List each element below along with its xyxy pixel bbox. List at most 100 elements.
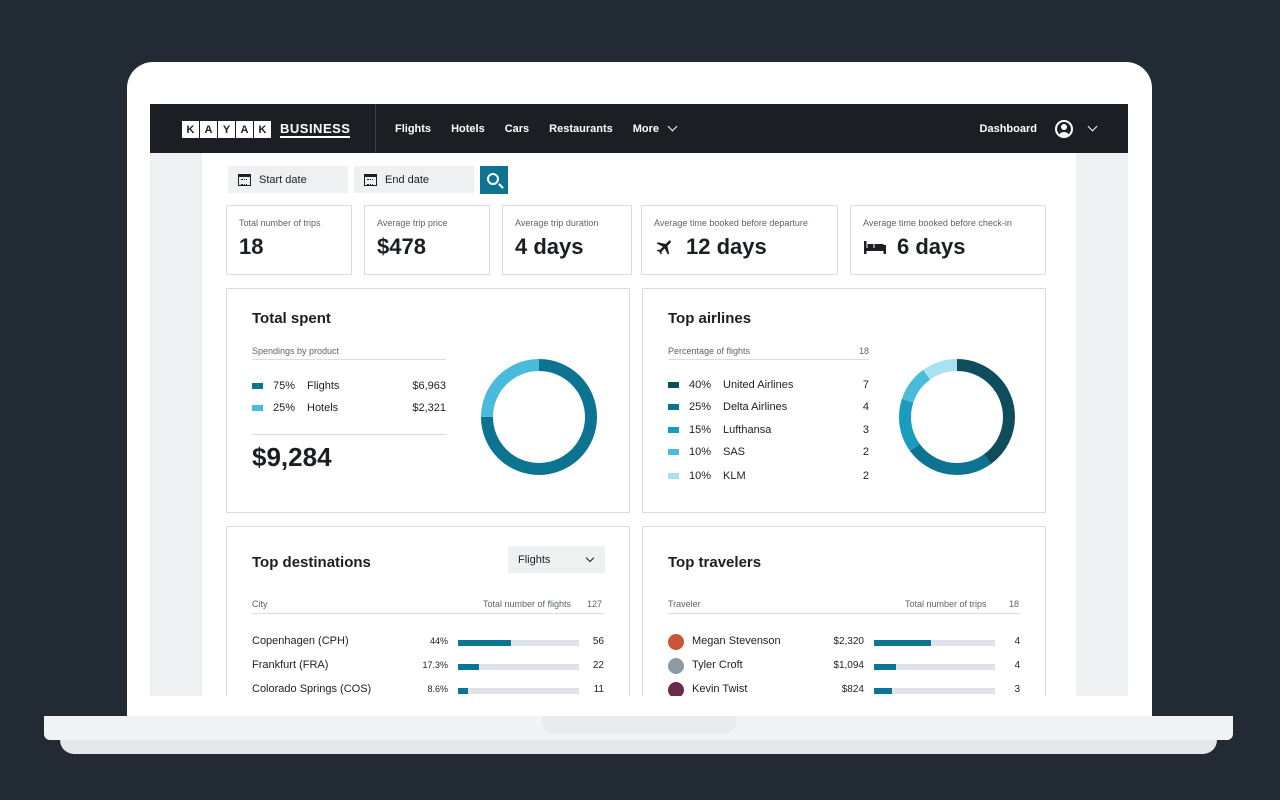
start-date-picker[interactable]: Start date xyxy=(228,166,348,193)
divider xyxy=(668,359,869,360)
destination-bar-fill xyxy=(458,640,512,646)
nav-link-flights[interactable]: Flights xyxy=(395,122,432,135)
stat-value-text: 18 xyxy=(239,234,264,259)
stat-card-avg-price: Average trip price $478 xyxy=(364,205,490,275)
calendar-icon xyxy=(364,173,377,186)
destination-pct: 8.6% xyxy=(427,684,448,694)
stat-label: Total number of trips xyxy=(239,218,321,228)
traveler-count: 4 xyxy=(1014,660,1020,671)
legend-count: 7 xyxy=(862,379,869,391)
kayak-business-logo[interactable]: K A Y A K BUSINESS xyxy=(182,120,351,138)
stat-label: Average time booked before departure xyxy=(654,218,808,228)
destination-bar-fill xyxy=(458,688,469,694)
nav-link-restaurants[interactable]: Restaurants xyxy=(549,122,613,135)
stat-value-text: 6 days xyxy=(897,234,966,259)
divider xyxy=(252,359,446,360)
donut-segment xyxy=(899,359,1015,475)
legend-name: Delta Airlines xyxy=(723,401,788,413)
stat-value: 12 days xyxy=(654,234,825,260)
traveler-row: Tyler Croft $1,094 4 xyxy=(668,658,1020,675)
legend-swatch xyxy=(668,382,679,388)
nav-dashboard-link[interactable]: Dashboard xyxy=(979,122,1037,135)
legend-row: 25% Hotels $2,321 xyxy=(252,402,446,416)
stat-label: Average trip price xyxy=(377,218,448,228)
chevron-down-icon xyxy=(585,553,595,563)
user-account-icon[interactable] xyxy=(1055,119,1073,138)
start-date-label: Start date xyxy=(259,173,307,186)
legend-row: 10% KLM 2 xyxy=(668,470,869,484)
destination-bar-track xyxy=(458,688,579,694)
stat-value: 6 days xyxy=(863,234,1033,260)
stat-card-total-trips: Total number of trips 18 xyxy=(226,205,352,275)
stat-card-booked-before-checkin: Average time booked before check-in 6 da… xyxy=(850,205,1046,275)
traveler-row: Kevin Twist $824 3 xyxy=(668,682,1020,696)
legend-name: United Airlines xyxy=(723,379,794,391)
destination-city: Colorado Springs (COS) xyxy=(252,683,372,695)
top-airlines-card: Top airlines Percentage of flights 18 40… xyxy=(642,288,1046,513)
stat-value-text: 12 days xyxy=(686,234,767,259)
legend-swatch xyxy=(668,473,679,479)
nav-right: Dashboard xyxy=(979,104,1098,153)
logo-letter: K xyxy=(254,121,271,138)
stat-value: 4 days xyxy=(515,234,619,260)
destination-count: 11 xyxy=(593,684,604,695)
search-icon xyxy=(487,173,499,185)
legend-pct: 25% xyxy=(689,401,712,413)
legend-name: Lufthansa xyxy=(723,424,772,436)
stat-card-avg-duration: Average trip duration 4 days xyxy=(502,205,632,275)
laptop-notch xyxy=(542,716,736,734)
legend-count: 2 xyxy=(862,446,869,458)
stat-label: Average time booked before check-in xyxy=(863,218,1012,228)
traveler-amount: $2,320 xyxy=(833,636,864,647)
destination-row: Frankfurt (FRA) 17.3% 22 xyxy=(252,659,604,675)
total-spent-card: Total spent Spendings by product 75% Fli… xyxy=(226,288,630,513)
legend-count: 4 xyxy=(862,401,869,413)
destination-city: Frankfurt (FRA) xyxy=(252,659,329,671)
end-date-picker[interactable]: End date xyxy=(354,166,474,193)
legend-pct: 15% xyxy=(689,424,712,436)
search-button[interactable] xyxy=(480,166,508,194)
legend-swatch xyxy=(252,383,263,389)
traveler-bar-track xyxy=(874,664,995,670)
nav-divider xyxy=(375,104,376,153)
legend-pct: 75% xyxy=(273,380,296,392)
dashboard-content: Start date End date Total number of trip… xyxy=(202,153,1076,696)
logo-letter: A xyxy=(236,121,253,138)
destination-pct: 44% xyxy=(429,636,448,646)
traveler-bar-fill xyxy=(874,688,893,694)
nav-more-label: More xyxy=(632,122,660,135)
legend-swatch xyxy=(668,427,679,433)
logo-letter: K xyxy=(182,121,199,138)
legend-name: SAS xyxy=(723,446,746,458)
divider xyxy=(252,434,446,435)
stat-value-text: $478 xyxy=(377,234,426,259)
airlines-donut-chart xyxy=(899,359,1015,475)
traveler-bar-track xyxy=(874,640,995,646)
legend-pct: 40% xyxy=(689,379,712,391)
nav-link-hotels[interactable]: Hotels xyxy=(451,122,485,135)
destination-row: Copenhagen (CPH) 44% 56 xyxy=(252,635,604,651)
traveler-bar-track xyxy=(874,688,995,694)
stat-value: 18 xyxy=(239,234,339,260)
legend-pct: 10% xyxy=(689,446,712,458)
traveler-name: Tyler Croft xyxy=(692,659,743,671)
card-title: Top travelers xyxy=(668,554,762,571)
logo-business-text: BUSINESS xyxy=(280,120,351,138)
legend-swatch xyxy=(252,405,263,411)
traveler-count: 3 xyxy=(1014,684,1020,695)
donut-segment xyxy=(899,359,1015,475)
airplane-icon xyxy=(656,240,671,255)
stat-label: Average trip duration xyxy=(515,218,599,228)
product-filter-dropdown[interactable]: Flights xyxy=(508,546,605,573)
app-screen: K A Y A K BUSINESS Flights Hotels Cars R… xyxy=(150,104,1128,696)
column-header-city: City xyxy=(252,599,268,609)
legend-row: 75% Flights $6,963 xyxy=(252,380,446,394)
legend-count: 2 xyxy=(862,470,869,482)
nav-link-cars[interactable]: Cars xyxy=(504,122,530,135)
airlines-total: 18 xyxy=(859,346,870,356)
logo-letter: A xyxy=(200,121,217,138)
stat-value: $478 xyxy=(377,234,477,260)
legend-name: KLM xyxy=(723,470,746,482)
account-chevron-down-icon[interactable] xyxy=(1087,121,1098,132)
nav-more-menu[interactable]: More xyxy=(632,121,678,135)
